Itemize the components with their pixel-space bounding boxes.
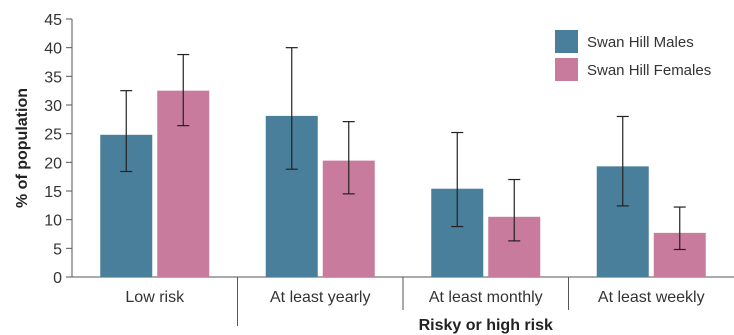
y-tick-label: 15 bbox=[44, 184, 62, 201]
y-tick-label: 35 bbox=[44, 69, 62, 86]
x-category-label: At least yearly bbox=[270, 289, 370, 306]
x-category-label: At least monthly bbox=[429, 289, 543, 306]
legend-swatch bbox=[555, 58, 578, 81]
error-bars bbox=[120, 47, 686, 251]
y-axis: 0 5 10 15 20 25 30 35 40 45 bbox=[44, 12, 73, 287]
x-axis: Low risk At least yearly At least monthly A… bbox=[72, 276, 734, 326]
bars bbox=[100, 90, 706, 278]
x-category-label: Low risk bbox=[125, 289, 185, 306]
legend-label: Swan Hill Males bbox=[587, 34, 694, 51]
y-tick-label: 0 bbox=[53, 270, 62, 287]
y-tick-label: 10 bbox=[44, 213, 62, 230]
x-category-label: At least weekly bbox=[598, 289, 705, 306]
y-tick-label: 5 bbox=[53, 241, 62, 258]
x-group-label: Risky or high risk bbox=[419, 317, 553, 334]
y-tick-label: 45 bbox=[44, 12, 62, 29]
legend-label: Swan Hill Females bbox=[587, 62, 711, 79]
legend-swatch bbox=[555, 30, 578, 53]
y-axis-title: % of population bbox=[14, 88, 31, 208]
y-tick-label: 30 bbox=[44, 98, 62, 115]
y-tick-label: 40 bbox=[44, 41, 62, 58]
y-tick-label: 20 bbox=[44, 155, 62, 172]
y-tick-label: 25 bbox=[44, 127, 62, 144]
legend: Swan Hill Males Swan Hill Females bbox=[555, 30, 711, 81]
